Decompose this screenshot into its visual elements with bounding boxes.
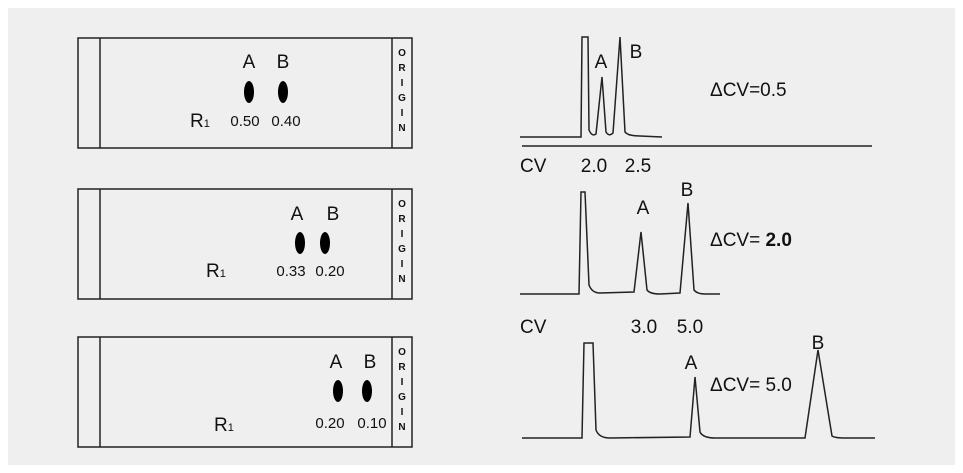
trace [520,36,663,138]
tick-label: 2.5 [625,156,651,177]
trace [520,191,720,295]
peak-label-a: A [685,353,698,374]
tick-label: 2.0 [581,156,607,177]
tick-label: 3.0 [631,317,657,338]
spot-a [295,232,305,254]
rf-label: R1 [214,415,234,436]
delta-cv: ΔCV= 5.0 [710,375,792,396]
rf-value-b: 0.10 [357,415,386,432]
rf-value-a: 0.20 [315,415,344,432]
chromatogram-3: A B ΔCV= 5.0 [522,333,875,439]
peak-label-b: B [812,333,825,354]
delta-cv: ΔCV= 2.0 [710,230,792,251]
axis-label: CV [520,156,547,177]
rf-value-b: 0.40 [271,113,300,130]
chromatogram-1: A B ΔCV=0.5 CV 2.0 2.5 [520,36,872,177]
peak-label-b: B [630,42,643,63]
rf-label: R1 [190,111,210,132]
spot-a [333,380,343,402]
rf-value-a: 0.33 [276,263,305,280]
chromatogram-2: A B ΔCV= 2.0 CV 3.0 5.0 [520,180,792,338]
trace [522,342,875,439]
plate-outline [77,188,413,300]
axis-label: CV [520,317,547,338]
delta-cv: ΔCV=0.5 [710,80,787,101]
spot-b [278,81,288,103]
spot-b [320,232,330,254]
peak-label-a: A [637,198,650,219]
rf-value-a: 0.50 [230,113,259,130]
spot-label-b: B [327,204,340,225]
spot-label-a: A [330,352,343,373]
peak-label-a: A [595,52,608,73]
spot-label-a: A [243,52,256,73]
tick-label: 5.0 [677,317,703,338]
spot-b [362,380,372,402]
panel-background [8,8,955,465]
spot-label-b: B [364,352,377,373]
plate-outline [77,336,413,448]
rf-label: R1 [206,261,226,282]
spot-label-a: A [291,204,304,225]
rf-value-b: 0.20 [315,263,344,280]
plate-outline [77,37,413,149]
spot-label-b: B [277,52,290,73]
peak-label-b: B [681,180,694,201]
spot-a [244,81,254,103]
